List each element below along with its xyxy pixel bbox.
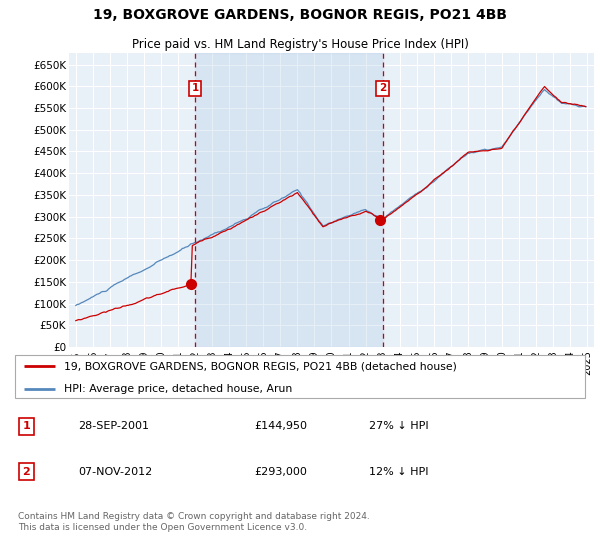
Text: Contains HM Land Registry data © Crown copyright and database right 2024.
This d: Contains HM Land Registry data © Crown c…: [18, 512, 370, 532]
Text: 19, BOXGROVE GARDENS, BOGNOR REGIS, PO21 4BB: 19, BOXGROVE GARDENS, BOGNOR REGIS, PO21…: [93, 7, 507, 21]
Text: 1: 1: [23, 421, 30, 431]
Text: 1: 1: [191, 83, 199, 94]
Text: 27% ↓ HPI: 27% ↓ HPI: [369, 421, 429, 431]
Bar: [195, 53, 383, 347]
Text: £293,000: £293,000: [254, 466, 307, 477]
Text: 2: 2: [23, 466, 30, 477]
Text: 19, BOXGROVE GARDENS, BOGNOR REGIS, PO21 4BB (detached house): 19, BOXGROVE GARDENS, BOGNOR REGIS, PO21…: [64, 361, 457, 371]
Text: £144,950: £144,950: [254, 421, 307, 431]
FancyBboxPatch shape: [15, 354, 585, 399]
Text: 07-NOV-2012: 07-NOV-2012: [78, 466, 152, 477]
Text: 12% ↓ HPI: 12% ↓ HPI: [369, 466, 428, 477]
Text: 2: 2: [379, 83, 386, 94]
Text: HPI: Average price, detached house, Arun: HPI: Average price, detached house, Arun: [64, 384, 292, 394]
Text: 28-SEP-2001: 28-SEP-2001: [78, 421, 149, 431]
Text: Price paid vs. HM Land Registry's House Price Index (HPI): Price paid vs. HM Land Registry's House …: [131, 38, 469, 51]
